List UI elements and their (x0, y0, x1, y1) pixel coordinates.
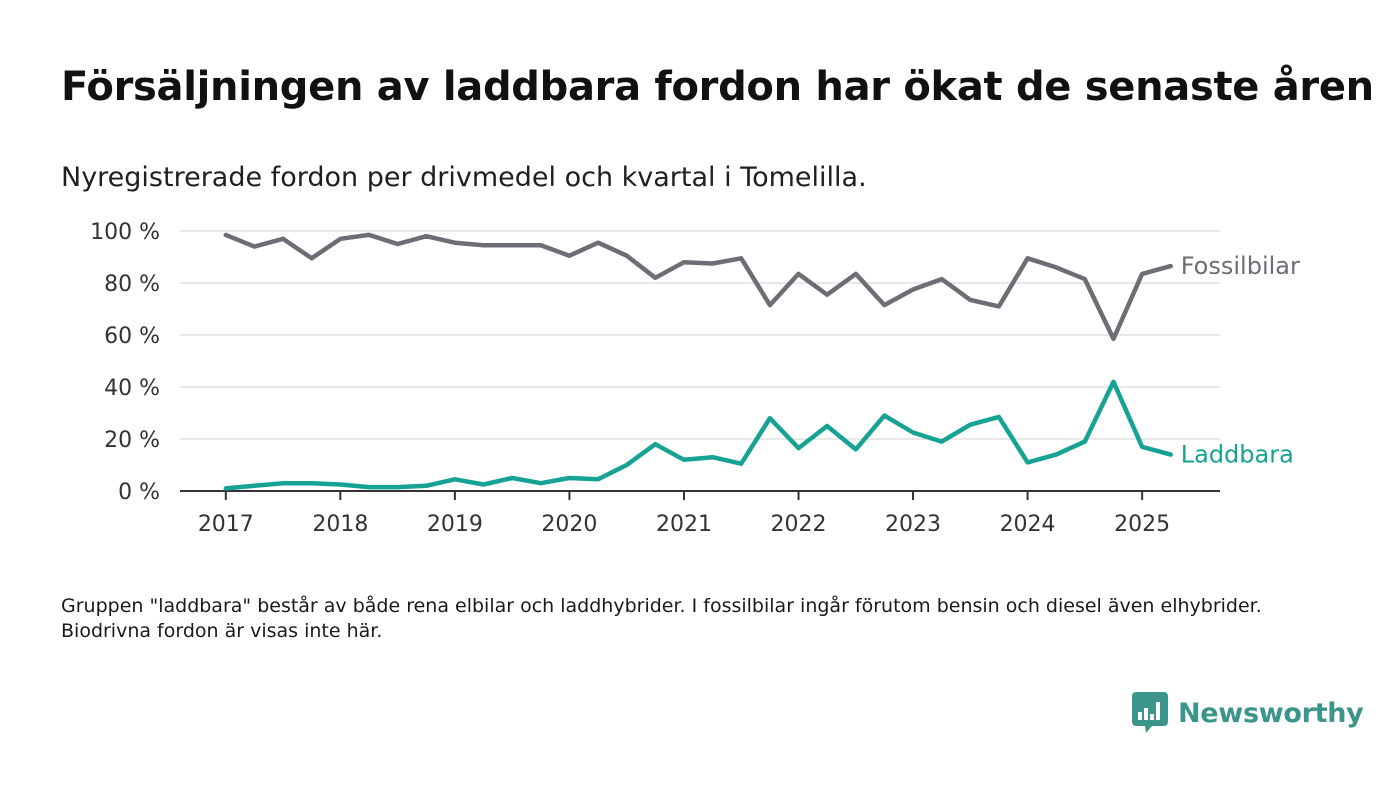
x-tick-label: 2017 (198, 512, 254, 537)
newsworthy-logo[interactable]: Newsworthy (1132, 692, 1364, 734)
series-labels: Fossilbilar Laddbara (1181, 252, 1300, 469)
x-tick-label: 2024 (1000, 512, 1056, 537)
chart-bubble-icon (1132, 692, 1168, 733)
series-lines (223, 232, 1173, 491)
x-tick-label: 2025 (1114, 512, 1170, 537)
y-axis-tick-labels: 0 % 20 % 40 % 60 % 80 % 100 % (90, 220, 160, 505)
y-tick-label: 20 % (104, 428, 160, 453)
chart-title: Försäljningen av laddbara fordon har öka… (61, 64, 1374, 110)
line-chart: 0 % 20 % 40 % 60 % 80 % 100 % 2017 2018 2019 202… (90, 220, 1300, 537)
x-tick-label: 2019 (427, 512, 483, 537)
x-tick-label: 2021 (656, 512, 712, 537)
footnote: Gruppen "laddbara" består av både rena e… (61, 595, 1262, 642)
y-tick-label: 100 % (90, 220, 160, 245)
chart-subtitle: Nyregistrerade fordon per drivmedel och … (61, 162, 867, 193)
x-tick-label: 2018 (312, 512, 368, 537)
y-tick-label: 0 % (118, 480, 160, 505)
gridlines (180, 230, 1220, 440)
y-tick-label: 60 % (104, 324, 160, 349)
x-tick-label: 2020 (541, 512, 597, 537)
x-tick-label: 2022 (771, 512, 827, 537)
x-axis: 2017 2018 2019 2020 2021 2022 2023 2024 2025 (180, 490, 1220, 537)
y-tick-label: 40 % (104, 376, 160, 401)
y-tick-label: 80 % (104, 272, 160, 297)
series-line-fossilbilar (223, 232, 1173, 342)
brand-name: Newsworthy (1178, 697, 1364, 729)
series-line-laddbara (223, 379, 1173, 491)
series-label-fossilbilar: Fossilbilar (1181, 252, 1300, 280)
x-tick-label: 2023 (885, 512, 941, 537)
series-label-laddbara: Laddbara (1181, 441, 1294, 469)
